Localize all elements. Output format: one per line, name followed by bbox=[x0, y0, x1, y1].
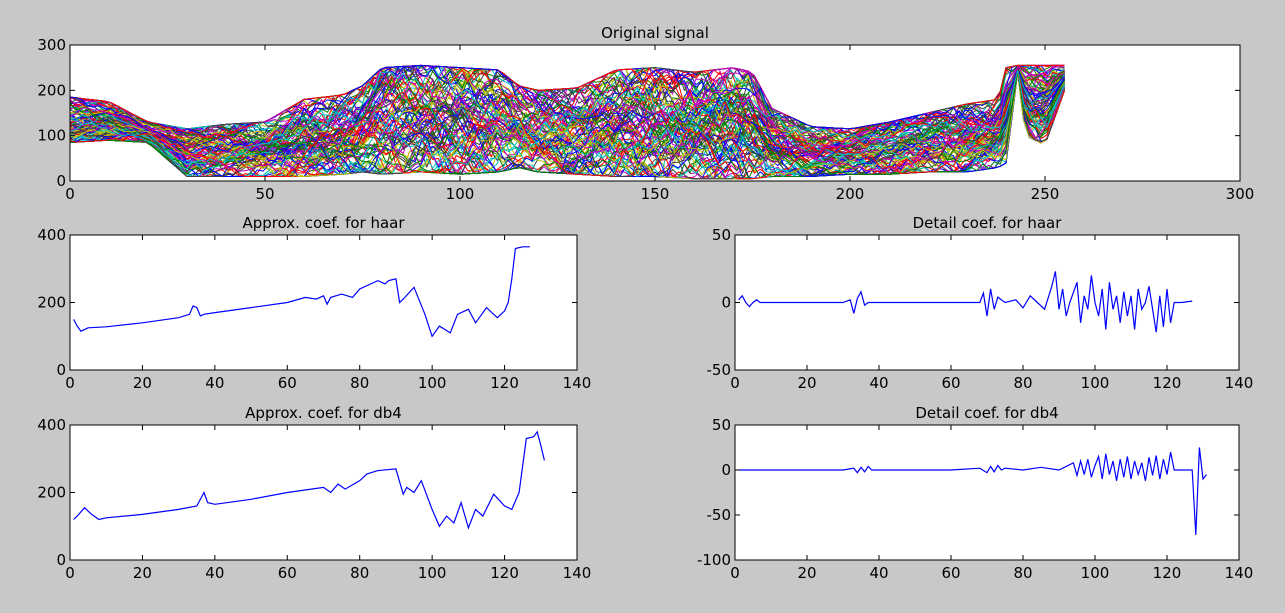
y-tick-label: 400 bbox=[37, 416, 66, 434]
y-tick-label: 200 bbox=[37, 81, 66, 99]
x-tick-label: 0 bbox=[730, 564, 740, 582]
y-tick-label: 200 bbox=[37, 294, 66, 312]
plot-approx-haar: Approx. coef. for haar 0 20 40 60 80 100 120 14… bbox=[37, 214, 591, 392]
x-tick-label: 300 bbox=[1226, 185, 1255, 203]
signal-line bbox=[70, 65, 1065, 173]
x-tick-label: 0 bbox=[65, 564, 75, 582]
x-tick-label: 140 bbox=[1225, 374, 1254, 392]
x-tick-label: 60 bbox=[941, 374, 960, 392]
axes-background bbox=[70, 235, 577, 370]
axes-background bbox=[70, 425, 577, 560]
coefficient-line bbox=[738, 447, 1208, 535]
x-tick-label: 40 bbox=[869, 374, 888, 392]
y-tick-label: 0 bbox=[56, 361, 66, 379]
signal-line bbox=[70, 72, 1065, 180]
axes-background bbox=[735, 425, 1239, 560]
coefficient-line bbox=[73, 430, 545, 530]
x-tick-label: 100 bbox=[418, 564, 447, 582]
x-tick-label: 60 bbox=[941, 564, 960, 582]
x-tick-label: 100 bbox=[1081, 564, 1110, 582]
x-tick-label: 140 bbox=[563, 374, 592, 392]
x-tick-label: 40 bbox=[205, 374, 224, 392]
signal-line bbox=[70, 64, 1065, 145]
signal-line bbox=[70, 70, 1065, 180]
signal-line bbox=[70, 69, 1065, 174]
x-tick-label: 120 bbox=[1153, 564, 1182, 582]
signal-line bbox=[70, 69, 1065, 168]
x-tick-label: 60 bbox=[278, 564, 297, 582]
y-tick-label: 50 bbox=[712, 226, 731, 244]
y-tick-label: -50 bbox=[707, 506, 732, 524]
x-tick-label: 100 bbox=[418, 374, 447, 392]
plot-title: Original signal bbox=[601, 24, 709, 42]
x-tick-label: 120 bbox=[490, 564, 519, 582]
x-tick-label: 140 bbox=[563, 564, 592, 582]
plot-title: Detail coef. for haar bbox=[913, 214, 1063, 232]
x-tick-label: 20 bbox=[133, 374, 152, 392]
x-tick-label: 200 bbox=[836, 185, 865, 203]
axes-frame bbox=[734, 424, 1240, 561]
signal-line bbox=[70, 68, 1065, 180]
signal-line bbox=[70, 70, 1065, 175]
x-tick-label: 120 bbox=[1153, 374, 1182, 392]
x-tick-label: 150 bbox=[641, 185, 670, 203]
x-tick-label: 80 bbox=[350, 374, 369, 392]
y-tick-label: 50 bbox=[712, 416, 731, 434]
y-tick-label: 0 bbox=[56, 172, 66, 190]
signal-line bbox=[70, 64, 1065, 154]
x-tick-label: 100 bbox=[1081, 374, 1110, 392]
coefficient-line bbox=[738, 271, 1193, 333]
y-tick-label: -100 bbox=[697, 551, 731, 569]
x-tick-label: 250 bbox=[1031, 185, 1060, 203]
x-tick-label: 0 bbox=[65, 374, 75, 392]
y-tick-label: 100 bbox=[37, 127, 66, 145]
plot-title: Approx. coef. for haar bbox=[242, 214, 405, 232]
plot-title: Approx. coef. for db4 bbox=[245, 404, 402, 422]
y-tick-label: 300 bbox=[37, 36, 66, 54]
plot-detail-db4: Detail coef. for db4 0 20 40 60 80 100 120 140 -… bbox=[697, 404, 1253, 582]
x-tick-label: 40 bbox=[205, 564, 224, 582]
signal-bundle bbox=[70, 64, 1065, 180]
signal-line bbox=[70, 64, 1065, 153]
x-tick-label: 80 bbox=[1013, 564, 1032, 582]
signal-line bbox=[70, 65, 1065, 148]
x-tick-label: 0 bbox=[730, 374, 740, 392]
y-tick-label: 200 bbox=[37, 484, 66, 502]
coefficient-line bbox=[73, 246, 530, 338]
x-tick-label: 20 bbox=[797, 374, 816, 392]
x-tick-label: 50 bbox=[255, 185, 274, 203]
x-tick-label: 120 bbox=[490, 374, 519, 392]
signal-line bbox=[70, 65, 1065, 162]
y-tick-label: 0 bbox=[721, 294, 731, 312]
x-tick-label: 80 bbox=[350, 564, 369, 582]
y-tick-label: 400 bbox=[37, 226, 66, 244]
plot-original-signal: Original signal 0 50 100 150 200 250 300 0 100 20… bbox=[37, 24, 1254, 203]
x-tick-label: 140 bbox=[1225, 564, 1254, 582]
plot-title: Detail coef. for db4 bbox=[915, 404, 1058, 422]
y-tick-label: 0 bbox=[721, 461, 731, 479]
x-tick-label: 40 bbox=[869, 564, 888, 582]
plot-detail-haar: Detail coef. for haar 0 20 40 60 80 100 120 140… bbox=[707, 214, 1254, 392]
y-tick-label: -50 bbox=[707, 361, 732, 379]
x-tick-label: 80 bbox=[1013, 374, 1032, 392]
x-tick-label: 20 bbox=[797, 564, 816, 582]
x-tick-label: 60 bbox=[278, 374, 297, 392]
plot-approx-db4: Approx. coef. for db4 0 20 40 60 80 100 120 140… bbox=[37, 404, 591, 582]
x-tick-label: 20 bbox=[133, 564, 152, 582]
signal-line bbox=[70, 70, 1065, 178]
x-tick-label: 0 bbox=[65, 185, 75, 203]
x-tick-label: 100 bbox=[446, 185, 475, 203]
y-tick-label: 0 bbox=[56, 551, 66, 569]
